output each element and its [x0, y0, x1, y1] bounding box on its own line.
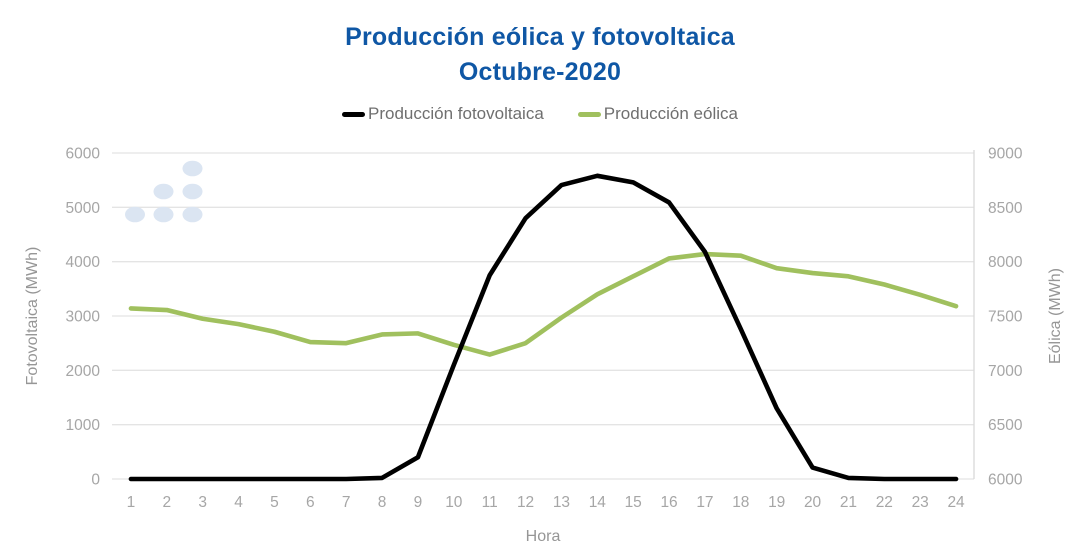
x-axis-tick-label: 1 — [127, 494, 136, 511]
x-axis-tick-label: 13 — [553, 494, 570, 511]
chart-title-line1: Producción eólica y fotovoltaica — [345, 23, 735, 51]
left-axis-tick-label: 5000 — [66, 200, 101, 217]
x-axis-title: Hora — [525, 528, 561, 545]
x-axis-tick-label: 21 — [840, 494, 857, 511]
chart-title: Producción eólica y fotovoltaica Octubre… — [0, 20, 1080, 90]
x-axis-tick-label: 8 — [378, 494, 387, 511]
right-axis-tick-label: 6500 — [988, 417, 1023, 434]
legend-item-eolica: Producción eólica — [577, 104, 738, 124]
x-axis-tick-label: 16 — [660, 494, 677, 511]
right-axis-tick-label: 8000 — [988, 254, 1023, 271]
right-axis-title: Eólica (MWh) — [1047, 267, 1064, 365]
chart-title-line2: Octubre-2020 — [458, 58, 622, 86]
x-axis-tick-label: 7 — [342, 494, 351, 511]
left-axis-tick-label: 3000 — [66, 309, 101, 326]
x-axis-tick-label: 2 — [163, 494, 172, 511]
x-axis-tick-label: 17 — [696, 494, 713, 511]
x-axis-tick-label: 19 — [768, 494, 785, 511]
dots-logo-icon — [125, 160, 203, 223]
right-axis-tick-label: 6000 — [988, 472, 1023, 489]
left-axis-tick-label: 0 — [91, 472, 100, 489]
x-axis-tick-label: 24 — [947, 494, 965, 511]
legend-item-fotovoltaica: Producción fotovoltaica — [342, 104, 544, 124]
x-axis-tick-label: 20 — [804, 494, 822, 511]
legend-label-eolica: Producción eólica — [603, 104, 738, 123]
left-axis-tick-label: 1000 — [66, 417, 101, 434]
x-axis-tick-label: 22 — [876, 494, 893, 511]
left-axis-tick-label: 4000 — [66, 254, 101, 271]
eolica-line-swatch-icon — [577, 111, 601, 117]
x-axis-tick-label: 23 — [912, 494, 929, 511]
left-axis-tick-label: 6000 — [66, 146, 101, 163]
series-line-fotovoltaica — [128, 173, 959, 482]
right-axis-tick-label: 7000 — [988, 363, 1023, 380]
x-axis-tick-label: 10 — [445, 494, 463, 511]
x-axis-tick-label: 14 — [589, 494, 607, 511]
x-axis-tick-label: 15 — [625, 494, 642, 511]
x-axis-tick-label: 6 — [306, 494, 315, 511]
right-axis-tick-label: 9000 — [988, 146, 1023, 163]
left-axis-tick-label: 2000 — [66, 363, 101, 380]
left-axis-title: Fotovoltaica (MWh) — [24, 246, 41, 386]
right-axis-tick-label: 7500 — [988, 309, 1023, 326]
x-axis-tick-label: 11 — [482, 494, 498, 511]
x-axis-tick-label: 18 — [732, 494, 749, 511]
right-axis-tick-label: 8500 — [988, 200, 1023, 217]
legend: Producción fotovoltaica Producción eólic… — [0, 104, 1080, 124]
x-axis-tick-label: 12 — [517, 494, 534, 511]
legend-label-fotovoltaica: Producción fotovoltaica — [368, 104, 544, 123]
fotovoltaica-line-swatch-icon — [342, 111, 365, 117]
x-axis-tick-label: 4 — [234, 494, 243, 511]
x-axis-tick-label: 3 — [198, 494, 207, 511]
series-line-eolica — [128, 251, 959, 357]
x-axis-tick-label: 9 — [414, 494, 423, 511]
x-axis-tick-label: 5 — [270, 494, 279, 511]
